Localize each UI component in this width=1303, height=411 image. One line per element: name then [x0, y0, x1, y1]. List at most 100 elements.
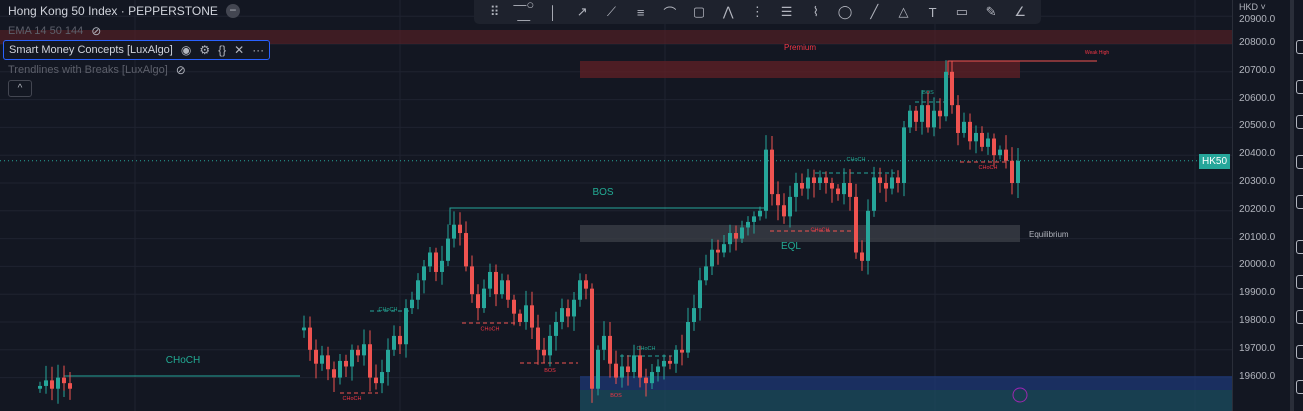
angle-icon[interactable]: ∠: [1014, 4, 1027, 19]
messages-icon[interactable]: [1296, 310, 1303, 324]
candle-body: [428, 252, 432, 267]
candle-body: [764, 149, 768, 211]
drag-handle-icon[interactable]: ⠿: [489, 4, 500, 19]
fib-fan-icon[interactable]: ⌒: [663, 5, 677, 21]
candle-body: [632, 355, 636, 373]
notifications-icon[interactable]: [1296, 275, 1303, 289]
callout-icon[interactable]: ▭: [955, 4, 968, 19]
candle: [710, 238, 714, 276]
candle: [776, 181, 780, 221]
candle-body: [560, 308, 564, 322]
vertical-line-icon[interactable]: │: [548, 4, 558, 20]
indicator-smc[interactable]: Smart Money Concepts [LuxAlgo] ◉ ⚙ {} ✕ …: [3, 40, 271, 60]
candle-body: [962, 121, 966, 133]
alerts-icon[interactable]: [1296, 80, 1303, 94]
candle-body: [404, 308, 408, 345]
candle: [422, 260, 426, 294]
line-icon[interactable]: ╱: [870, 4, 879, 19]
candle: [1004, 135, 1008, 169]
candle-body: [674, 349, 678, 364]
candle-body: [326, 355, 330, 370]
eye-off-icon[interactable]: ⊘: [91, 24, 102, 38]
candle-body: [896, 177, 900, 183]
parallel-channel-icon[interactable]: ⟋: [606, 4, 616, 19]
watchlist-icon[interactable]: [1296, 40, 1303, 54]
source-code-icon[interactable]: {}: [218, 43, 227, 57]
candle: [848, 169, 852, 211]
trend-angle-icon[interactable]: ↗: [576, 4, 588, 19]
structure-label: CHoCH: [847, 157, 866, 163]
candle-body: [848, 183, 852, 197]
candle: [860, 240, 864, 271]
candle: [974, 125, 978, 154]
price-chart[interactable]: Premium Weak High Equilibrium EQL BOS CHoCH CH…: [0, 0, 1232, 411]
gann-box-icon[interactable]: ⋮: [750, 4, 764, 19]
candle: [392, 325, 396, 356]
text-icon[interactable]: T: [928, 4, 937, 20]
candle: [68, 372, 72, 400]
candle-body: [890, 177, 894, 189]
chat-icon[interactable]: [1296, 240, 1303, 254]
eye-icon[interactable]: ◉: [180, 43, 192, 57]
candle-body: [800, 183, 804, 189]
candle: [626, 355, 630, 386]
indicator-ema[interactable]: EMA 14 50 144 ⊘: [8, 24, 101, 38]
candle-body: [362, 344, 366, 356]
candle: [896, 170, 900, 193]
candle-body: [572, 299, 576, 317]
candle-body: [782, 205, 786, 217]
ideas-icon[interactable]: [1296, 195, 1303, 209]
candle: [764, 135, 768, 219]
brush-icon[interactable]: ✎: [985, 4, 997, 19]
candle-body: [944, 71, 948, 117]
candle: [680, 334, 684, 366]
collapse-legend-button[interactable]: ^: [8, 80, 32, 97]
currency-selector[interactable]: HKD ˅: [1239, 2, 1266, 12]
polyline-icon[interactable]: ⌇: [812, 4, 820, 19]
pitchfork-icon[interactable]: ⋀: [722, 4, 734, 19]
candle-body: [860, 252, 864, 261]
candle: [464, 221, 468, 272]
horizontal-lines-icon[interactable]: ≡: [636, 4, 645, 20]
candle: [50, 366, 54, 401]
ellipse-icon[interactable]: ◯: [837, 4, 853, 19]
structure-label: BOS: [544, 368, 556, 374]
candle-body: [398, 335, 402, 345]
more-icon[interactable]: ···: [252, 43, 265, 57]
candle-body: [854, 196, 858, 253]
triangle-icon[interactable]: △: [898, 4, 909, 19]
candle: [632, 344, 636, 379]
price-axis[interactable]: HKD ˅ 20900.0 20800.0 20700.0 20600.0 20500.…: [1232, 0, 1290, 411]
candle-body: [530, 305, 534, 328]
candle-body: [926, 105, 930, 128]
horizontal-ray-icon[interactable]: —○—: [513, 0, 535, 27]
close-icon[interactable]: ✕: [234, 43, 245, 57]
eye-off-icon[interactable]: ⊘: [175, 63, 186, 77]
candle-body: [338, 360, 342, 378]
candle-body: [980, 132, 984, 147]
candle-body: [680, 349, 684, 353]
stream-icon[interactable]: [1296, 345, 1303, 359]
rectangle-icon[interactable]: ▢: [692, 4, 706, 19]
gear-icon[interactable]: ⚙: [199, 43, 211, 57]
calendar-icon[interactable]: [1296, 155, 1303, 169]
structure-label: BOS: [922, 90, 934, 96]
candle: [542, 337, 546, 363]
candle: [716, 239, 720, 265]
add-icon[interactable]: [1296, 115, 1303, 129]
price-tick: 20600.0: [1239, 92, 1276, 104]
minus-icon[interactable]: −: [225, 4, 240, 18]
candle-body: [662, 360, 666, 367]
candle-body: [50, 380, 54, 389]
candle: [986, 132, 990, 155]
candle: [332, 361, 336, 393]
candle: [944, 60, 948, 122]
candle-body: [722, 244, 726, 253]
candle: [320, 345, 324, 371]
broadcast-icon[interactable]: [1296, 380, 1303, 394]
candle: [362, 329, 366, 366]
fib-retracement-icon[interactable]: ☰: [780, 4, 793, 19]
candle-body: [614, 363, 618, 378]
structure-label: BOS: [610, 393, 622, 399]
indicator-trendlines[interactable]: Trendlines with Breaks [LuxAlgo] ⊘: [8, 63, 186, 77]
